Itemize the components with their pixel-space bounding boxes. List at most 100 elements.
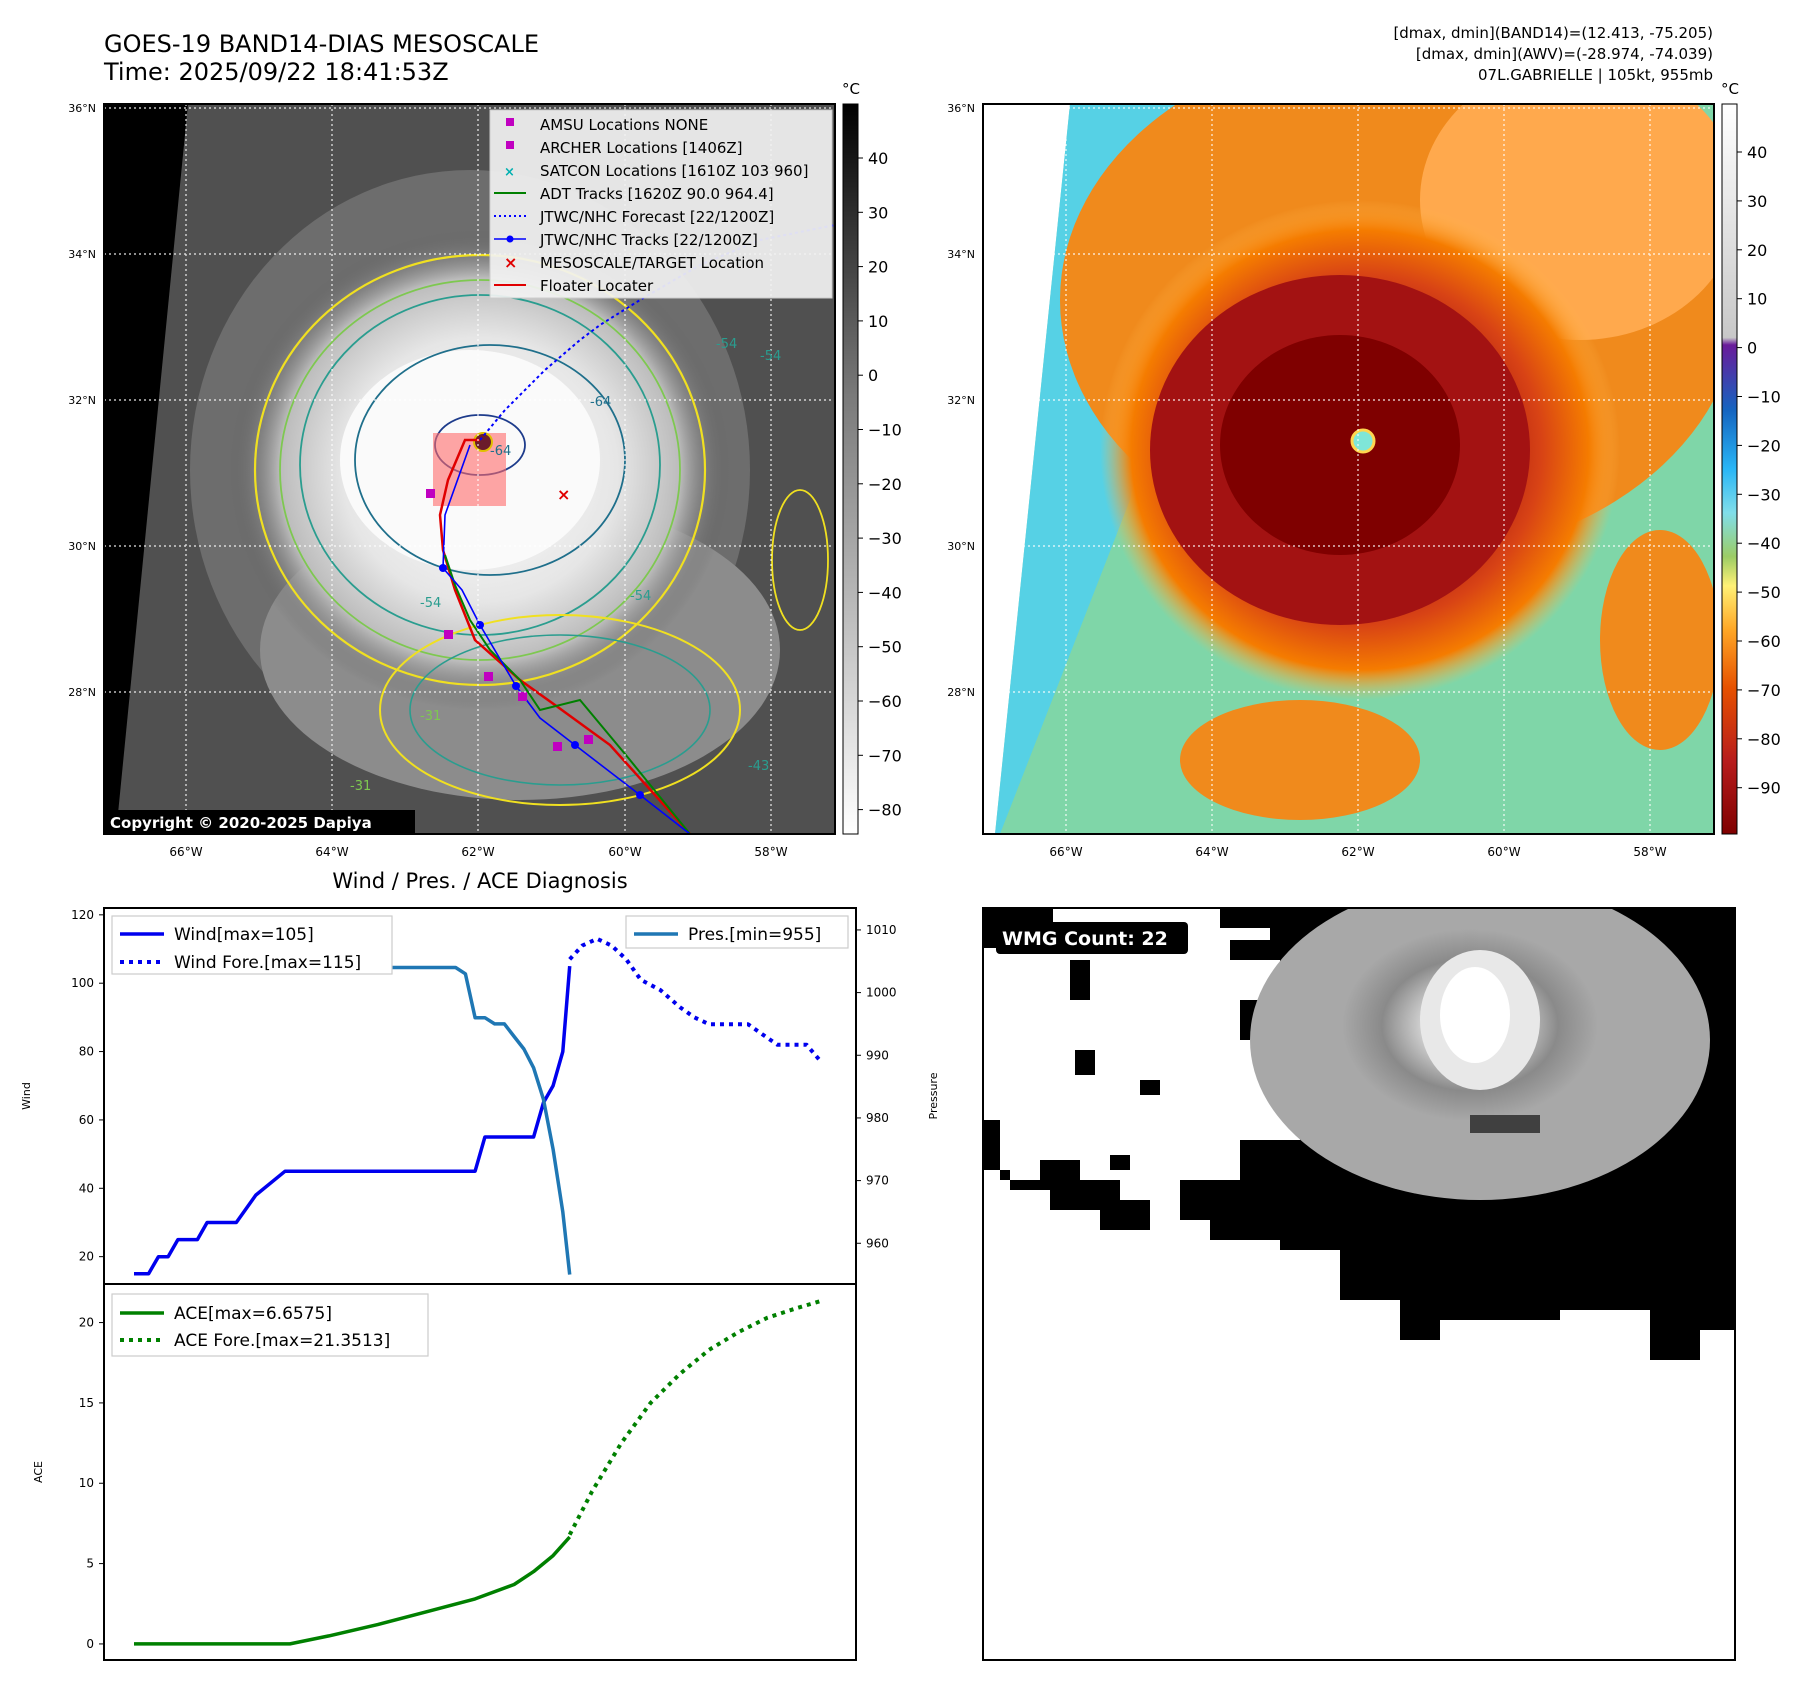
info-awv: [dmax, dmin](AWV)=(-28.974, -74.039) — [1416, 45, 1713, 63]
lat-label: 34°N — [947, 248, 975, 261]
legend-forecast-label: JTWC/NHC Forecast [22/1200Z] — [539, 208, 774, 226]
colorbar-tick-label: −30 — [1747, 485, 1781, 504]
pressure-tick-label: 1000 — [866, 986, 897, 1000]
copyright-badge — [104, 810, 415, 834]
colorbar-tick-label: −90 — [1747, 779, 1781, 798]
ace-tick-label: 5 — [86, 1557, 94, 1571]
floater-track — [438, 438, 691, 834]
ir-colorbar-unit: °C — [842, 80, 860, 98]
legend-wind-label: Wind[max=105] — [174, 925, 314, 945]
lon-label: 58°W — [754, 845, 787, 859]
ace-tick-label: 0 — [86, 1637, 94, 1651]
bd-colorbar-unit: °C — [1721, 80, 1739, 98]
colorbar-tick-label: 0 — [868, 366, 878, 385]
colorbar-tick-label: −10 — [1747, 388, 1781, 407]
wind-legend: Wind[max=105] Wind Fore.[max=115] — [111, 915, 393, 975]
pressure-tick-label: 980 — [866, 1111, 889, 1125]
bd-enhanced-panel: 36°N 34°N 32°N 30°N 28°N 66°W 64°W 62°W … — [947, 80, 1781, 859]
pressure-legend: Pres.[min=955] — [625, 915, 849, 949]
colorbar-tick-label: −80 — [1747, 730, 1781, 749]
lat-label: 32°N — [947, 394, 975, 407]
lat-label: 34°N — [68, 248, 96, 261]
bd-storm-eye — [1350, 428, 1376, 454]
legend-wind-forecast-label: Wind Fore.[max=115] — [174, 953, 361, 973]
legend-ace-label: ACE[max=6.6575] — [174, 1304, 332, 1324]
ace-tick-label: 20 — [79, 1316, 94, 1330]
legend-satcon-marker: × — [504, 165, 515, 180]
colorbar-tick-label: 20 — [1747, 241, 1767, 260]
lat-label: 28°N — [68, 686, 96, 699]
colorbar-tick-label: 40 — [1747, 143, 1767, 162]
lat-label: 30°N — [947, 540, 975, 553]
contour-label: -64 — [490, 444, 511, 459]
bd-colorbar — [1721, 103, 1738, 835]
lon-label: 62°W — [1341, 845, 1374, 859]
legend-adt-label: ADT Tracks [1620Z 90.0 964.4] — [540, 185, 774, 203]
legend-floater-label: Floater Locater — [540, 277, 654, 295]
series-line-wind-forecast — [568, 936, 823, 1064]
wind-tick-label: 40 — [79, 1181, 94, 1195]
lat-label: 36°N — [947, 102, 975, 115]
colorbar-tick-label: 40 — [868, 149, 888, 168]
lat-label: 28°N — [947, 686, 975, 699]
lon-label: 64°W — [315, 845, 348, 859]
lat-label: 30°N — [68, 540, 96, 553]
wind-tick-label: 120 — [71, 908, 94, 922]
legend-amsu-marker — [506, 118, 514, 126]
figure-title: GOES-19 BAND14-DIAS MESOSCALE — [104, 30, 539, 58]
legend-target-label: MESOSCALE/TARGET Location — [540, 254, 764, 272]
legend-target-marker: × — [504, 253, 517, 272]
colorbar-tick-label: −60 — [1747, 632, 1781, 651]
ace-legend: ACE[max=6.6575] ACE Fore.[max=21.3513] — [111, 1293, 429, 1357]
info-band14: [dmax, dmin](BAND14)=(12.413, -75.205) — [1393, 24, 1713, 42]
contour-label: -43 — [748, 759, 769, 774]
lon-label: 66°W — [1049, 845, 1082, 859]
colorbar-tick-label: −60 — [868, 692, 902, 711]
storm-eye-marker — [473, 432, 493, 452]
lon-label: 62°W — [461, 845, 494, 859]
pressure-tick-label: 1010 — [866, 923, 897, 937]
contour-label: -54 — [630, 589, 651, 604]
ace-tick-label: 15 — [79, 1396, 94, 1410]
colorbar-tick-label: −70 — [1747, 681, 1781, 700]
figure-time: Time: 2025/09/22 18:41:53Z — [103, 58, 449, 86]
wind-pressure-chart: Wind Pressure 20 40 60 80 100 120 960 970 980 99… — [20, 907, 940, 1285]
legend-ace-forecast-label: ACE Fore.[max=21.3513] — [174, 1331, 390, 1351]
colorbar-tick-label: −30 — [868, 529, 902, 548]
contour-label: -54 — [420, 596, 441, 611]
wind-axis-label: Wind — [20, 1082, 33, 1110]
ace-chart: ACE 0 5 10 15 20 ACE[max=6.6575] ACE Fore.[m… — [32, 1283, 857, 1661]
wmg-count-badge — [996, 922, 1188, 954]
legend-archer-marker — [506, 141, 514, 149]
pressure-tick-label: 990 — [866, 1048, 889, 1062]
wmg-count-text: WMG Count: 22 — [1002, 928, 1168, 950]
lat-label: 36°N — [68, 102, 96, 115]
lon-label: 64°W — [1195, 845, 1228, 859]
wind-tick-label: 20 — [79, 1250, 94, 1264]
jtwc-track — [442, 444, 691, 834]
contour-label: -31 — [350, 779, 371, 794]
colorbar-tick-label: 10 — [1747, 290, 1767, 309]
lat-label: 32°N — [68, 394, 96, 407]
colorbar-tick-label: −10 — [868, 421, 902, 440]
ace-axis-label: ACE — [32, 1461, 45, 1483]
colorbar-tick-label: −70 — [868, 746, 902, 765]
colorbar-tick-label: −50 — [868, 638, 902, 657]
contour-label: -54 — [760, 349, 781, 364]
wind-tick-label: 80 — [79, 1045, 94, 1059]
contour-label: -54 — [716, 337, 737, 352]
lon-label: 60°W — [1487, 845, 1520, 859]
ir-colorbar — [842, 103, 859, 835]
ace-tick-label: 10 — [79, 1476, 94, 1490]
legend-amsu-label: AMSU Locations NONE — [540, 116, 708, 134]
legend-pressure-label: Pres.[min=955] — [688, 925, 821, 945]
colorbar-tick-label: 10 — [868, 312, 888, 331]
series-line-ace-forecast — [567, 1298, 822, 1536]
copyright-text: Copyright © 2020-2025 Dapiya — [110, 814, 372, 832]
lon-label: 66°W — [169, 845, 202, 859]
pressure-tick-label: 960 — [866, 1236, 889, 1250]
colorbar-tick-label: 30 — [868, 203, 888, 222]
wmg-panel: WMG Count: 22 — [982, 907, 1736, 1661]
colorbar-tick-label: −80 — [868, 801, 902, 820]
adt-track — [444, 554, 691, 834]
